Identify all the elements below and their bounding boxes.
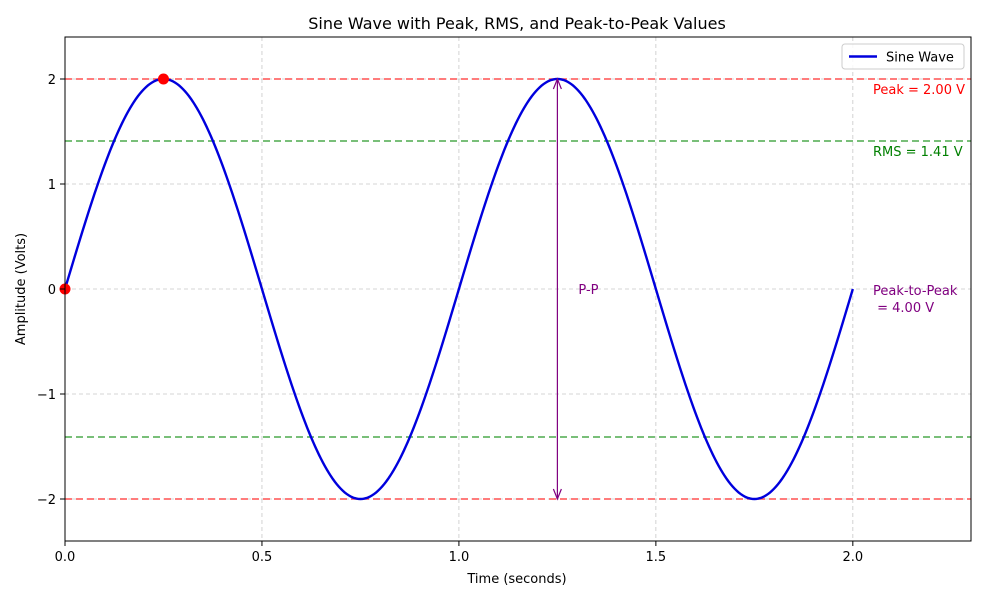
x-axis-label: Time (seconds) <box>466 572 566 587</box>
y-tick-label: 1 <box>48 178 56 193</box>
chart-title: Sine Wave with Peak, RMS, and Peak-to-Pe… <box>308 14 726 33</box>
series-layer <box>63 77 854 501</box>
sine-wave-line <box>63 77 854 501</box>
legend-label: Sine Wave <box>886 51 954 66</box>
y-tick-label: −2 <box>37 493 56 508</box>
annotation-peak: Peak = 2.00 V <box>873 83 965 98</box>
p2p-arrow-label: P-P <box>578 283 598 298</box>
peak-to-peak-arrow-layer: P-P <box>552 77 599 501</box>
y-axis-ticks: −2 −1 0 1 2 <box>37 73 65 508</box>
reference-lines <box>65 78 971 500</box>
x-tick-label: 1.0 <box>449 550 470 565</box>
annotation-rms: RMS = 1.41 V <box>873 145 963 160</box>
annotation-layer: Peak = 2.00 V RMS = 1.41 V Peak-to-Peak = … <box>873 83 965 316</box>
p2p-arrow-head-top <box>552 77 562 90</box>
x-tick-label: 1.5 <box>646 550 667 565</box>
annotation-peak-to-peak-line: = 4.00 V <box>873 301 934 316</box>
legend-box <box>841 43 965 70</box>
x-tick-label: 0.5 <box>252 550 273 565</box>
annotation-peak-to-peak: Peak-to-Peak = 4.00 V <box>873 284 958 316</box>
x-axis-ticks: 0.0 0.5 1.0 1.5 2.0 <box>55 541 863 565</box>
p2p-arrow-head-bottom <box>552 488 562 501</box>
y-tick-label: 0 <box>48 283 56 298</box>
annotation-peak-to-peak-line: Peak-to-Peak <box>873 284 958 299</box>
x-tick-label: 2.0 <box>842 550 863 565</box>
legend: Sine Wave <box>841 43 965 70</box>
y-axis-label: Amplitude (Volts) <box>14 233 29 345</box>
y-tick-label: −1 <box>37 388 56 403</box>
marker-point <box>157 73 169 85</box>
x-tick-label: 0.0 <box>55 550 76 565</box>
y-tick-label: 2 <box>48 73 56 88</box>
